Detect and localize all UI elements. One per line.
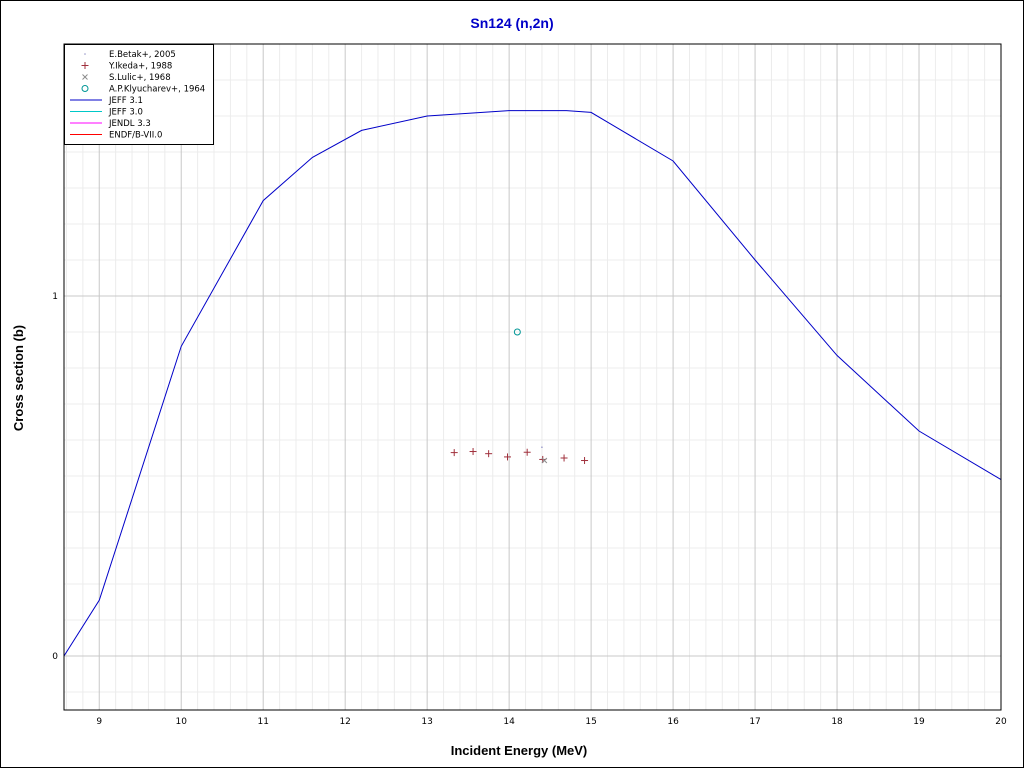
- x-tick-label: 19: [913, 717, 925, 727]
- data-point: [523, 448, 531, 456]
- x-tick-label: 16: [667, 717, 679, 727]
- legend-item: A.P.Klyucharev+, 1964: [81, 85, 205, 95]
- major-gridlines: [64, 44, 1002, 710]
- legend-item: JENDL 3.3: [70, 119, 151, 129]
- y-axis-label: Cross section (b): [11, 325, 26, 431]
- x-tick-label: 10: [176, 717, 188, 727]
- legend-marker-swatch: [84, 53, 86, 55]
- series-layer: [63, 110, 1002, 657]
- legend-label: JENDL 3.3: [108, 119, 151, 129]
- legend-label: E.Betak+, 2005: [109, 50, 176, 60]
- legend-marker-swatch: [81, 62, 89, 69]
- data-point: [560, 454, 568, 462]
- x-tick-label: 9: [96, 717, 102, 727]
- data-point: [450, 449, 458, 457]
- series-2: [541, 457, 548, 464]
- x-tick-label: 14: [503, 717, 515, 727]
- plot-border: [63, 43, 1002, 711]
- data-point: [503, 453, 511, 461]
- data-point: [541, 446, 543, 449]
- data-point: [541, 457, 548, 464]
- legend-item: S.Lulic+, 1968: [82, 73, 171, 83]
- legend-label: JEFF 3.0: [108, 108, 143, 118]
- y-axis-tick-labels: 01: [52, 292, 58, 662]
- legend-label: Y.Ikeda+, 1988: [108, 62, 172, 72]
- legend-item: ENDF/B-VII.0: [70, 131, 162, 141]
- legend-box: [64, 44, 214, 145]
- legend-item: E.Betak+, 2005: [84, 50, 176, 60]
- legend-label: ENDF/B-VII.0: [109, 131, 162, 141]
- data-point: [485, 450, 493, 458]
- x-tick-label: 11: [257, 717, 268, 727]
- x-axis-label: Incident Energy (MeV): [451, 743, 588, 758]
- legend-label: A.P.Klyucharev+, 1964: [109, 85, 205, 95]
- x-tick-label: 13: [421, 717, 432, 727]
- x-tick-label: 18: [831, 717, 843, 727]
- legend-label: JEFF 3.1: [108, 96, 143, 106]
- legend-label: S.Lulic+, 1968: [109, 73, 171, 83]
- series-line: [63, 110, 1002, 657]
- x-tick-label: 12: [339, 717, 350, 727]
- x-axis-tick-labels: 9 10 11 12 13 14 15 16 17 18 19 20: [96, 717, 1007, 727]
- series-3: [513, 328, 521, 336]
- data-point: [581, 457, 589, 465]
- x-tick-label: 15: [585, 717, 596, 727]
- legend-item: JEFF 3.1: [70, 96, 143, 106]
- x-tick-label: 17: [749, 717, 760, 727]
- legend-item: Y.Ikeda+, 1988: [81, 62, 172, 72]
- series-4: [63, 110, 1002, 657]
- data-point: [469, 448, 477, 456]
- data-point: [513, 328, 521, 336]
- chart-title: Sn124 (n,2n): [470, 15, 553, 31]
- legend-marker-swatch: [81, 85, 89, 92]
- y-tick-label: 0: [52, 652, 58, 662]
- minor-gridlines: [64, 43, 1001, 710]
- series-0: [541, 446, 543, 449]
- legend-item: JEFF 3.0: [70, 108, 143, 118]
- y-tick-label: 1: [52, 292, 58, 302]
- legend-marker-swatch: [82, 74, 88, 80]
- x-tick-label: 20: [995, 717, 1007, 727]
